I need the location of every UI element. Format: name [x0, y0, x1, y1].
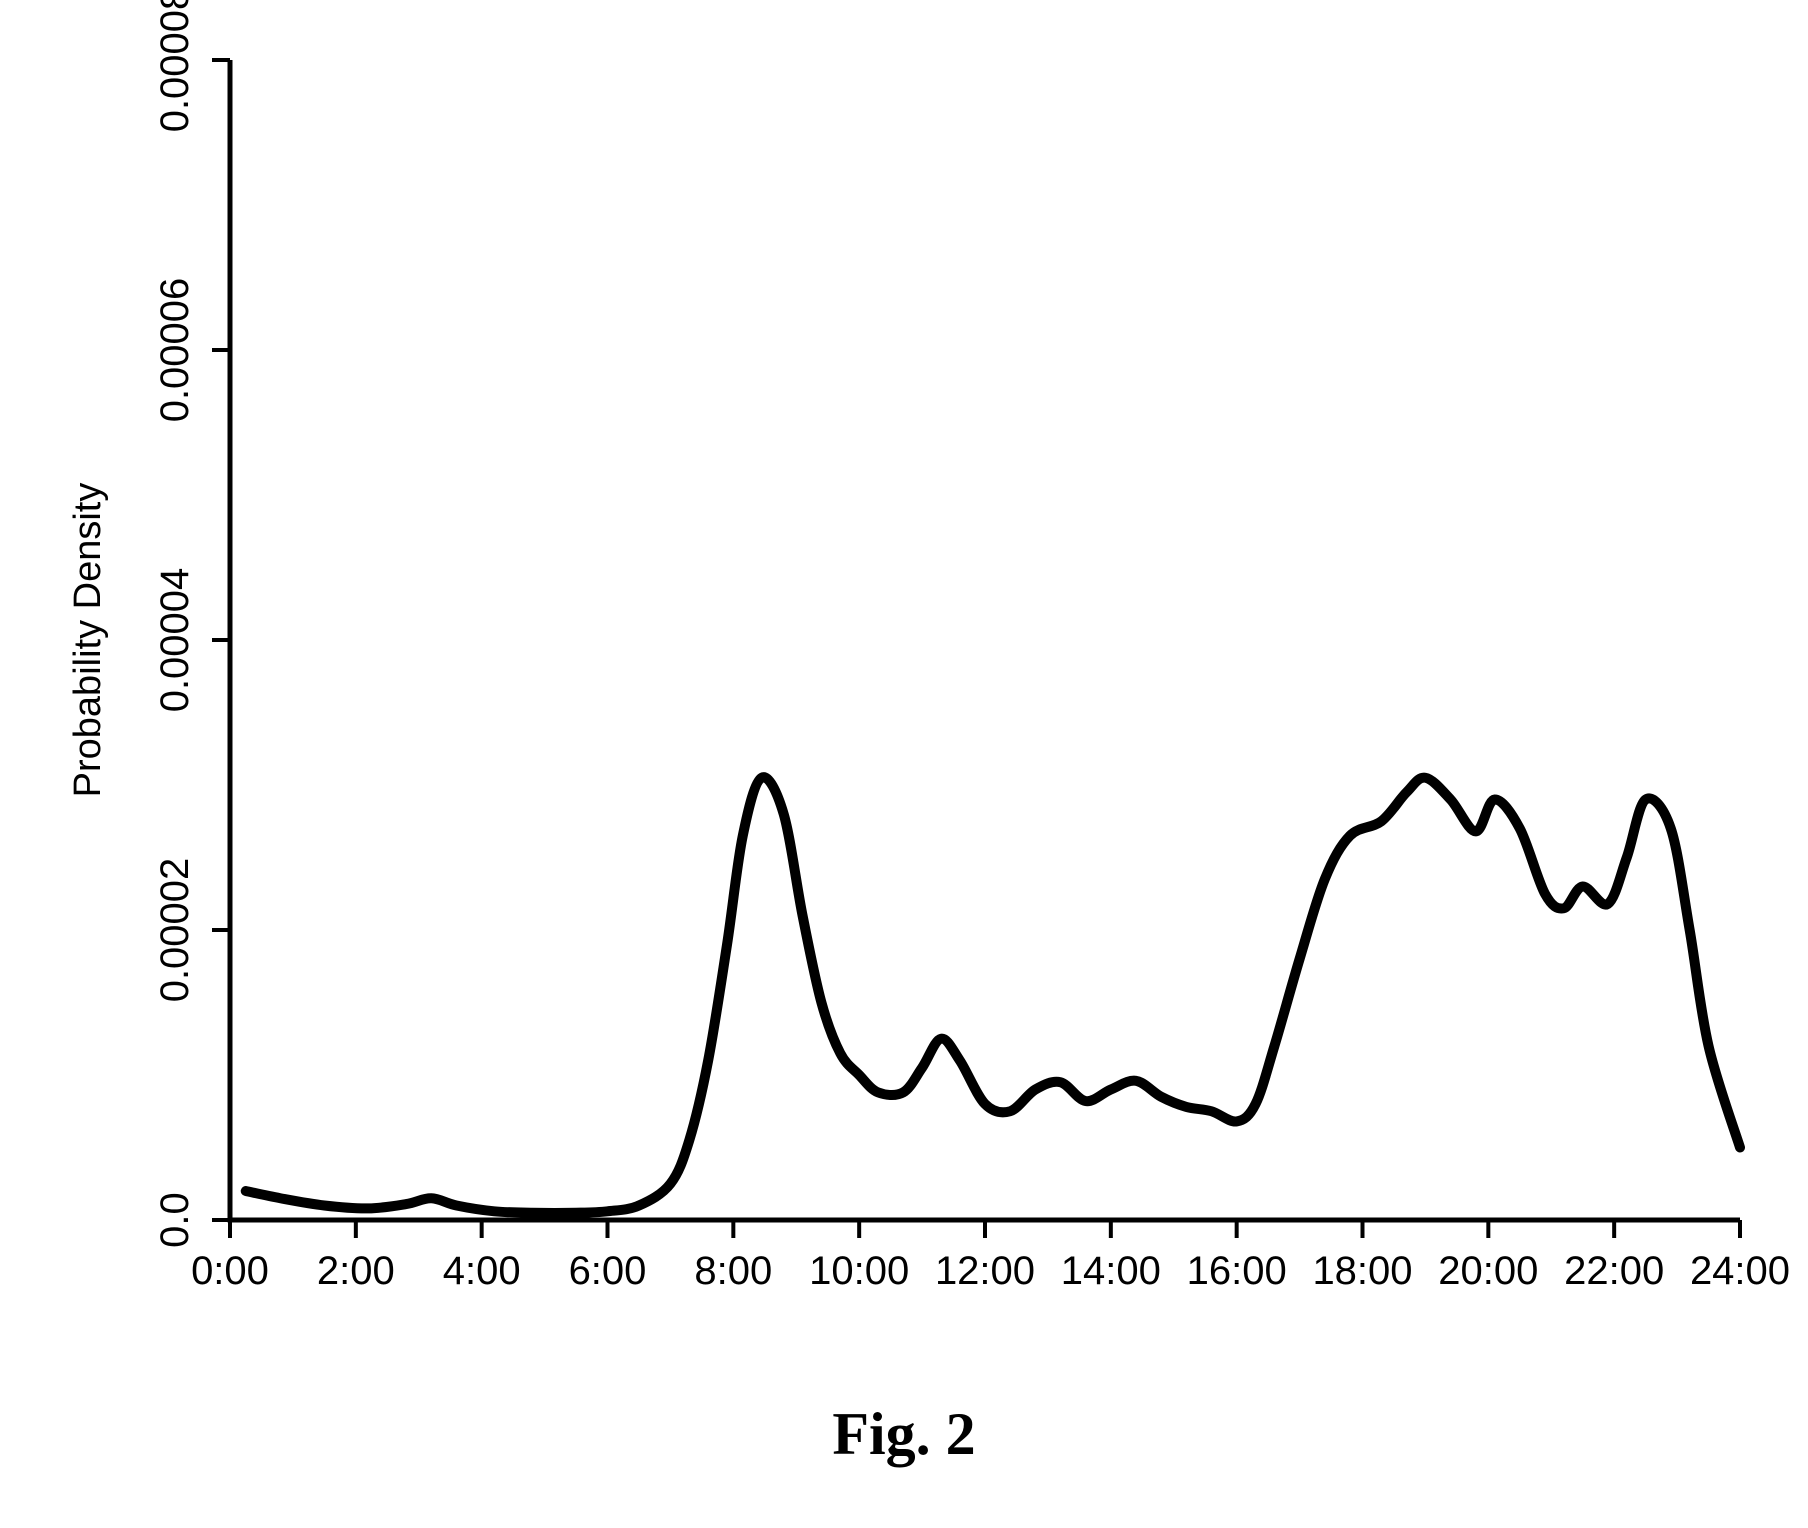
x-tick-label: 22:00 — [1564, 1249, 1664, 1293]
x-tick-label: 14:00 — [1061, 1249, 1161, 1293]
axes — [230, 60, 1740, 1220]
x-tick-label: 10:00 — [809, 1249, 909, 1293]
x-tick-label: 12:00 — [935, 1249, 1035, 1293]
x-tick-label: 20:00 — [1438, 1249, 1538, 1293]
y-axis-label: Probability Density — [67, 483, 109, 798]
figure-container: 0.0 0.00002 0.00004 0.00006 0.00008 Probabili… — [0, 0, 1808, 1528]
figure-caption: Fig. 2 — [0, 1400, 1808, 1469]
y-tick-label: 0.00008 — [153, 0, 197, 132]
x-tick-label: 4:00 — [443, 1249, 521, 1293]
x-tick-label: 8:00 — [694, 1249, 772, 1293]
x-tick-label: 24:00 — [1690, 1249, 1790, 1293]
y-tick-label: 0.00002 — [153, 858, 197, 1003]
x-tick-label: 16:00 — [1187, 1249, 1287, 1293]
x-tick-label: 2:00 — [317, 1249, 395, 1293]
x-tick-label: 6:00 — [569, 1249, 647, 1293]
x-tick-label: 0:00 — [191, 1249, 269, 1293]
y-tick-label: 0.00006 — [153, 278, 197, 423]
x-tick-label: 18:00 — [1312, 1249, 1412, 1293]
y-tick-label: 0.00004 — [153, 568, 197, 713]
density-line — [246, 777, 1740, 1213]
density-chart: 0.0 0.00002 0.00004 0.00006 0.00008 Probabili… — [0, 0, 1808, 1528]
y-tick-label: 0.0 — [153, 1192, 197, 1248]
